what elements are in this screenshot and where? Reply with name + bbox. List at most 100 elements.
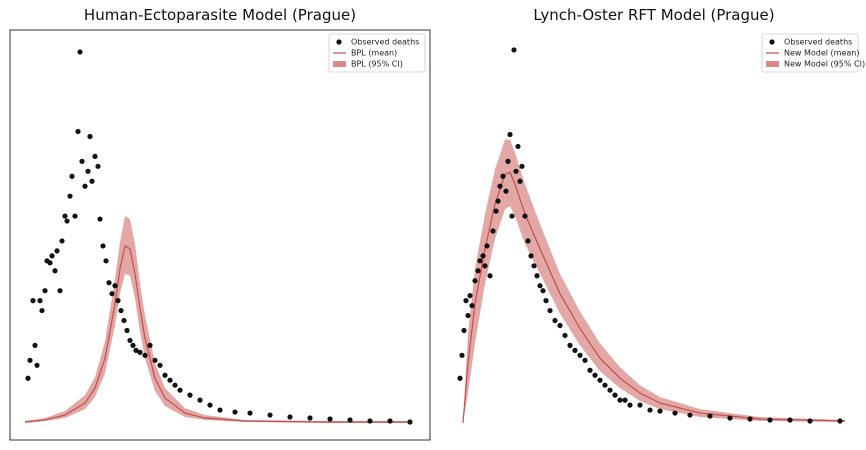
observed-point — [247, 410, 253, 416]
legend-marker — [333, 61, 346, 67]
observed-point — [509, 213, 515, 219]
observed-point — [500, 173, 506, 179]
observed-point — [807, 418, 813, 424]
observed-point — [307, 415, 313, 421]
observed-point — [54, 248, 60, 254]
observed-point — [540, 288, 546, 294]
observed-point — [507, 131, 513, 138]
observed-point — [531, 263, 537, 269]
observed-point — [47, 260, 53, 266]
observed-point — [85, 168, 91, 174]
chart-title: Human-Ectoparasite Model (Prague) — [84, 6, 356, 24]
observed-point — [232, 409, 238, 415]
legend-marker — [769, 39, 775, 45]
observed-point — [567, 342, 573, 348]
observed-point — [109, 291, 115, 297]
observed-point — [480, 253, 486, 259]
observed-point — [177, 387, 183, 393]
observed-point — [627, 402, 633, 408]
observed-point — [572, 347, 578, 353]
legend-marker — [766, 61, 779, 67]
observed-point — [475, 268, 481, 274]
observed-point — [130, 342, 136, 348]
observed-point — [552, 317, 558, 324]
observed-point — [787, 417, 793, 423]
observed-point — [837, 418, 843, 424]
observed-point — [25, 375, 31, 381]
observed-point — [327, 416, 333, 422]
observed-point — [484, 243, 490, 249]
observed-point — [52, 268, 58, 274]
observed-point — [127, 337, 133, 344]
legend-label: BPL (mean) — [351, 49, 397, 58]
observed-point — [487, 273, 493, 279]
observed-point — [34, 362, 40, 368]
observed-point — [537, 283, 543, 289]
observed-point — [39, 307, 45, 314]
observed-point — [592, 372, 598, 378]
observed-point — [767, 417, 773, 423]
observed-point — [612, 392, 618, 398]
observed-point — [100, 243, 106, 249]
observed-point — [622, 397, 628, 403]
observed-point — [115, 298, 121, 304]
observed-point — [121, 317, 127, 324]
observed-point — [672, 410, 678, 416]
legend-box — [761, 33, 859, 73]
observed-point — [62, 213, 68, 219]
plot-frame — [9, 29, 431, 441]
observed-point — [77, 49, 83, 55]
observed-point — [103, 258, 109, 264]
observed-point — [57, 288, 63, 294]
observed-point — [727, 415, 733, 421]
observed-point — [582, 357, 588, 363]
observed-point — [267, 412, 273, 418]
observed-point — [217, 407, 223, 413]
observed-point — [597, 377, 603, 383]
observed-point — [515, 143, 521, 150]
observed-point — [112, 283, 118, 289]
observed-point — [27, 357, 33, 363]
observed-point — [106, 280, 112, 286]
observed-point — [497, 183, 503, 189]
confidence-band — [463, 139, 845, 423]
observed-point — [503, 188, 509, 194]
observed-point — [152, 357, 158, 363]
observed-point — [167, 377, 173, 383]
observed-point — [142, 352, 148, 358]
legend-label: BPL (95% CI) — [351, 60, 403, 69]
legend-label: New Model (95% CI) — [784, 60, 865, 69]
legend-label: Observed deaths — [784, 38, 852, 47]
observed-point — [687, 412, 693, 418]
observed-point — [534, 273, 540, 279]
observed-point — [505, 158, 511, 164]
observed-point — [87, 133, 93, 140]
observed-point — [118, 307, 124, 314]
observed-point — [528, 253, 534, 259]
observed-point — [187, 392, 193, 398]
observed-point — [493, 208, 499, 214]
observed-point — [64, 218, 70, 224]
observed-point — [459, 352, 465, 358]
observed-point — [124, 327, 130, 334]
observed-point — [387, 418, 393, 424]
observed-point — [79, 158, 85, 164]
legend-box — [328, 33, 426, 73]
observed-point — [72, 213, 78, 219]
observed-point — [97, 216, 103, 222]
observed-point — [407, 419, 413, 425]
observed-point — [162, 372, 168, 378]
observed-point — [607, 387, 613, 393]
observed-point — [172, 382, 178, 388]
observed-point — [69, 173, 75, 179]
observed-point — [147, 342, 153, 348]
observed-point — [482, 263, 488, 269]
observed-point — [137, 349, 143, 355]
observed-point — [543, 298, 549, 304]
observed-point — [37, 298, 43, 304]
observed-point — [67, 193, 73, 199]
observed-point — [367, 418, 373, 424]
legend-label: Observed deaths — [351, 38, 419, 47]
observed-point — [562, 332, 568, 339]
